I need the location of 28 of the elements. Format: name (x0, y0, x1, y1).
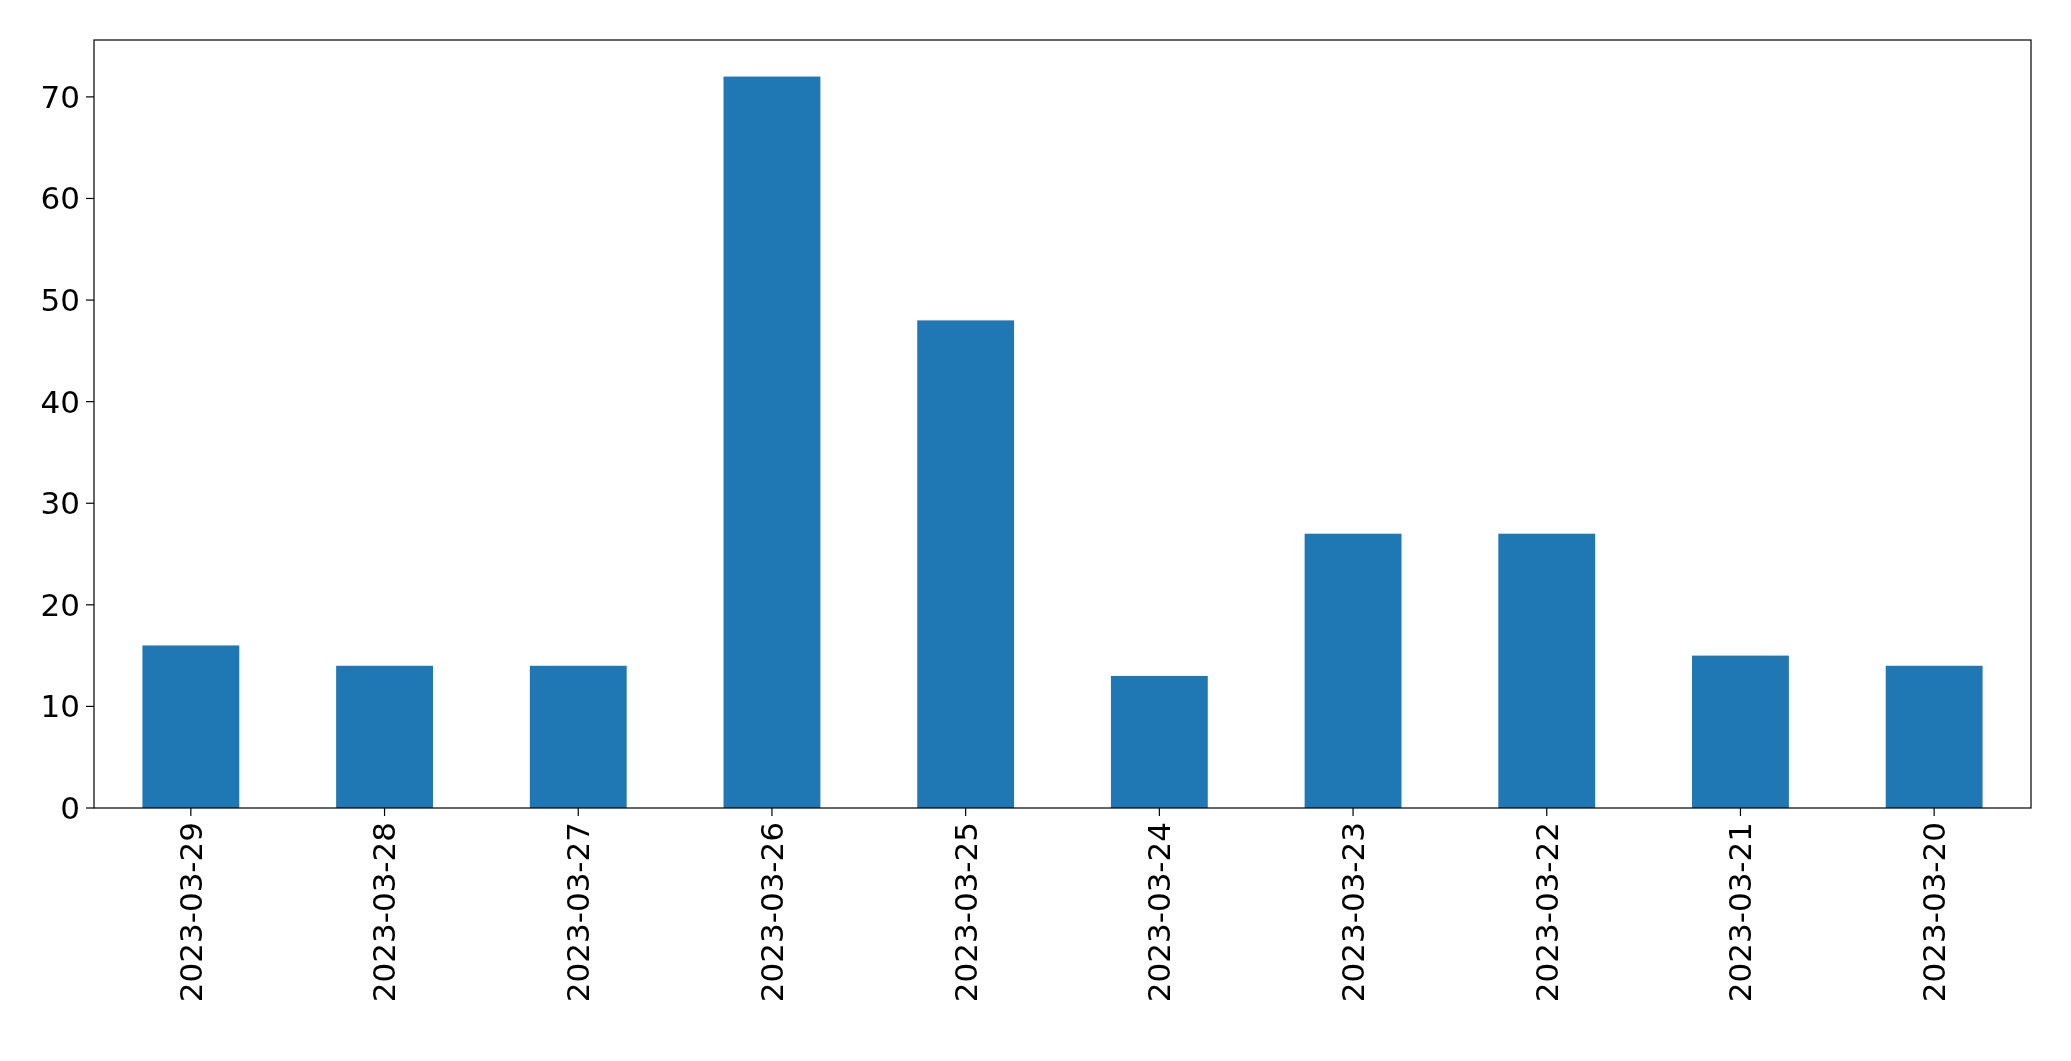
x-tick-label: 2023-03-29 (172, 822, 209, 1003)
x-tick-label: 2023-03-25 (947, 822, 984, 1003)
bar (142, 645, 240, 808)
x-tick-label: 2023-03-24 (1141, 822, 1178, 1003)
bar (1885, 665, 1983, 808)
x-tick-label: 2023-03-28 (366, 822, 403, 1003)
x-tick-label: 2023-03-20 (1916, 822, 1952, 1003)
bar (723, 76, 821, 808)
x-tick-label: 2023-03-26 (753, 822, 790, 1003)
y-tick-label: 70 (40, 78, 80, 115)
x-tick-label: 2023-03-27 (560, 822, 597, 1003)
y-tick-label: 10 (40, 688, 80, 725)
bar (917, 320, 1015, 808)
x-tick-label: 2023-03-21 (1722, 822, 1759, 1003)
y-tick-label: 40 (40, 383, 80, 420)
bar (529, 665, 627, 808)
y-tick-label: 20 (40, 586, 80, 623)
x-tick-label: 2023-03-23 (1334, 822, 1371, 1003)
x-tick-label: 2023-03-22 (1528, 822, 1565, 1003)
y-tick-label: 50 (40, 281, 80, 318)
bar (336, 665, 433, 808)
bar (1692, 655, 1789, 808)
bar (1498, 533, 1596, 808)
y-tick-label: 30 (40, 485, 80, 522)
bar (1110, 675, 1208, 808)
y-tick-label: 60 (40, 180, 80, 217)
y-tick-label: 0 (60, 789, 80, 826)
bar (1304, 533, 1402, 808)
